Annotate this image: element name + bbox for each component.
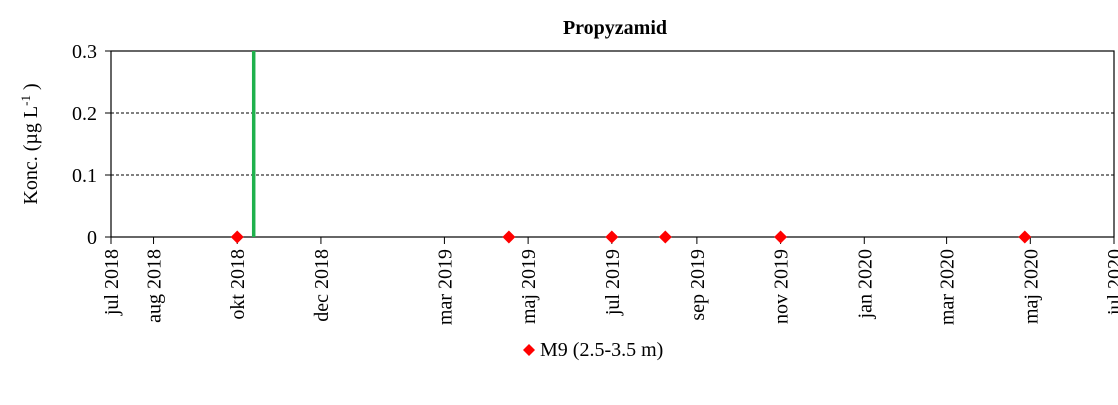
x-tick-label: sep 2019 xyxy=(687,249,709,321)
legend-marker xyxy=(523,344,535,356)
x-tick-label: mar 2020 xyxy=(937,249,959,325)
grid-layer xyxy=(111,112,1114,176)
legend: M9 (2.5-3.5 m) xyxy=(523,339,663,361)
data-point xyxy=(230,230,244,244)
x-tick-label: jan 2020 xyxy=(854,249,876,319)
x-tick-label: dec 2018 xyxy=(311,249,333,322)
data-point xyxy=(502,230,516,244)
x-tick-label: jul 2018 xyxy=(101,249,123,316)
data-points xyxy=(230,230,1032,244)
x-tick-label: aug 2018 xyxy=(144,249,166,323)
data-point xyxy=(605,230,619,244)
plot-frame xyxy=(110,50,1115,238)
data-point xyxy=(1018,230,1032,244)
y-tick-label: 0.2 xyxy=(72,103,97,125)
x-tick-label: nov 2019 xyxy=(771,249,793,324)
x-tick-label: mar 2019 xyxy=(434,249,456,325)
x-tick-label: jul 2019 xyxy=(602,249,624,316)
x-tick-label: jul 2020 xyxy=(1104,249,1118,316)
y-axis-label: Konc. (µg L-1 ) xyxy=(18,83,42,204)
y-axis: 0 0.1 0.2 0.3 xyxy=(72,41,111,249)
data-point xyxy=(658,230,672,244)
legend-label: M9 (2.5-3.5 m) xyxy=(540,339,663,361)
y-tick-label: 0 xyxy=(87,227,97,249)
x-tick-label: maj 2020 xyxy=(1020,249,1042,324)
y-tick-label: 0.1 xyxy=(72,165,97,187)
data-point xyxy=(774,230,788,244)
x-axis: jul 2018 aug 2018 okt 2018 dec 2018 mar 2019… xyxy=(101,237,1118,325)
chart-title: Propyzamid xyxy=(563,17,667,39)
x-tick-label: okt 2018 xyxy=(227,249,249,320)
y-tick-label: 0.3 xyxy=(72,41,97,63)
x-tick-label: maj 2019 xyxy=(518,249,540,324)
